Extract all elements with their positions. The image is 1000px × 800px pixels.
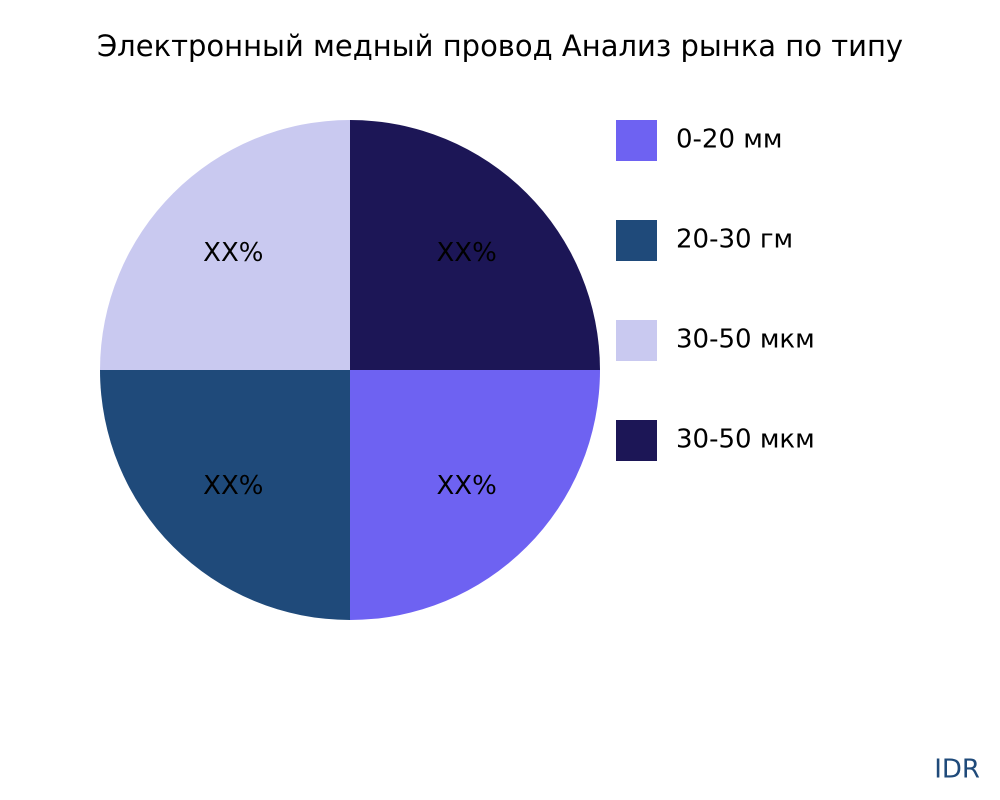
pie-slice <box>350 370 600 620</box>
pie-slice <box>100 370 350 620</box>
pie-slice <box>100 120 350 370</box>
legend-label: 30-50 мкм <box>676 425 815 455</box>
legend-swatch <box>616 120 657 161</box>
pie-slice <box>350 120 600 370</box>
legend-label: 30-50 мкм <box>676 325 815 355</box>
watermark: IDR <box>934 755 980 785</box>
legend-label: 20-30 гм <box>676 225 793 255</box>
slice-label: XX% <box>203 471 263 501</box>
slice-label: XX% <box>437 238 497 268</box>
legend-label: 0-20 мм <box>676 125 783 155</box>
legend-swatch <box>616 220 657 261</box>
chart-title: Электронный медный провод Анализ рынка п… <box>97 29 903 63</box>
legend-swatch <box>616 420 657 461</box>
slice-label: XX% <box>437 471 497 501</box>
slice-label: XX% <box>203 238 263 268</box>
legend-swatch <box>616 320 657 361</box>
